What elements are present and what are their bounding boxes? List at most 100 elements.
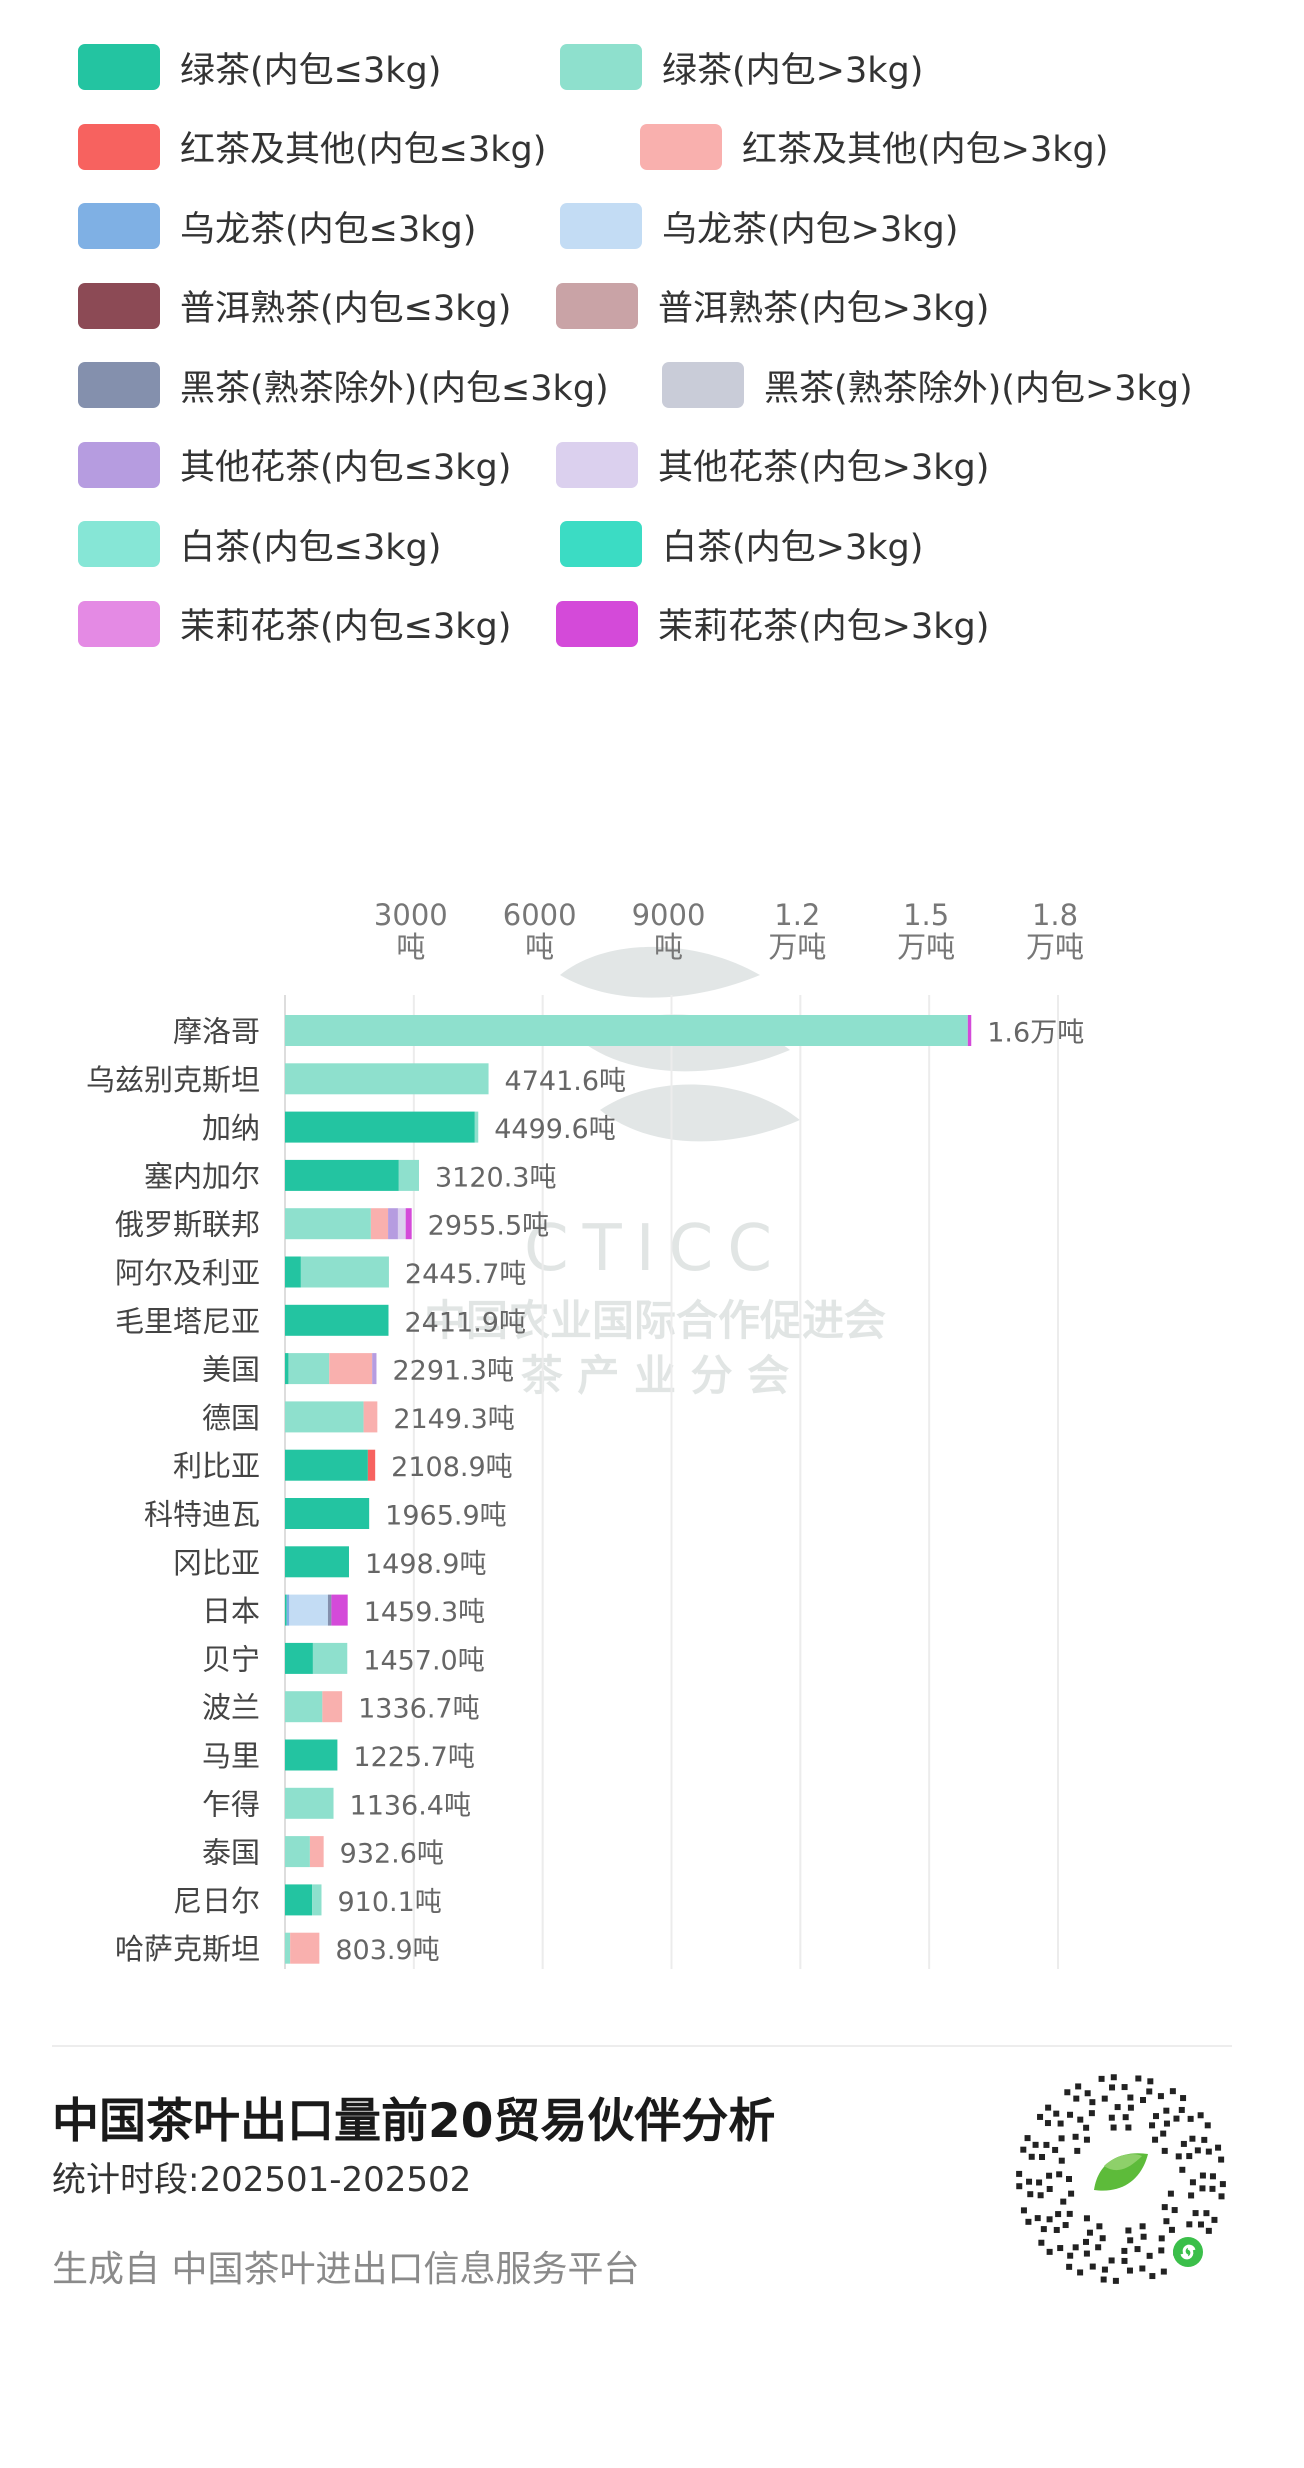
legend-item[interactable]: 黑茶(熟茶除外)(内包≤3kg) <box>78 360 609 410</box>
legend-item[interactable]: 普洱熟茶(内包>3kg) <box>556 281 989 331</box>
qr-module <box>1173 2115 1180 2122</box>
bar-segment[interactable] <box>285 1787 334 1819</box>
bar-segment[interactable] <box>388 1208 398 1240</box>
bar-segment[interactable] <box>285 1063 489 1095</box>
qr-module <box>1112 2277 1119 2284</box>
bar-stack[interactable] <box>285 1594 348 1626</box>
bar-segment[interactable] <box>285 1449 368 1481</box>
bar-segment[interactable] <box>285 1884 313 1916</box>
bar-stack[interactable] <box>285 1498 370 1529</box>
bar-stack[interactable] <box>285 1691 343 1723</box>
bar-stack[interactable] <box>285 1836 324 1868</box>
bar-stack[interactable] <box>285 1787 334 1819</box>
bar-segment[interactable] <box>405 1208 412 1240</box>
bar-segment[interactable] <box>312 1884 322 1916</box>
bar-stack[interactable] <box>285 1256 389 1288</box>
bar-stack[interactable] <box>285 1111 479 1143</box>
legend-item[interactable]: 白茶(内包>3kg) <box>560 519 923 569</box>
bar-segment[interactable] <box>285 1932 291 1964</box>
bar-segment[interactable] <box>285 1546 349 1578</box>
bar-segment[interactable] <box>309 1836 324 1868</box>
bar-segment[interactable] <box>322 1691 343 1723</box>
bar-segment[interactable] <box>312 1642 348 1674</box>
bar-stack[interactable] <box>285 1449 376 1481</box>
qr-module <box>1209 2185 1216 2192</box>
legend-item[interactable]: 绿茶(内包>3kg) <box>560 42 923 92</box>
qr-module <box>1044 2120 1051 2127</box>
legend-item[interactable]: 红茶及其他(内包≤3kg) <box>78 122 546 172</box>
bar-segment[interactable] <box>363 1401 378 1433</box>
bar-segment[interactable] <box>290 1932 320 1964</box>
bar-segment[interactable] <box>285 1642 313 1674</box>
legend-item[interactable]: 其他花茶(内包≤3kg) <box>78 440 511 490</box>
legend-item[interactable]: 乌龙茶(内包>3kg) <box>560 201 958 251</box>
legend-label: 乌龙茶(内包≤3kg) <box>180 209 477 250</box>
bar-segment[interactable] <box>285 1691 323 1723</box>
bar-segment[interactable] <box>285 1594 287 1626</box>
bar-stack[interactable] <box>285 1208 412 1240</box>
legend-item[interactable]: 茉莉花茶(内包>3kg) <box>556 599 989 649</box>
qr-module <box>1163 2218 1170 2225</box>
bar-segment[interactable] <box>289 1594 328 1626</box>
bar-segment[interactable] <box>285 1836 310 1868</box>
bar-segment[interactable] <box>285 1498 370 1529</box>
legend-item[interactable]: 茉莉花茶(内包≤3kg) <box>78 599 511 649</box>
category-label: 利比亚 <box>173 1449 260 1483</box>
legend-item[interactable]: 乌龙茶(内包≤3kg) <box>78 201 476 251</box>
bar-segment[interactable] <box>285 1401 364 1433</box>
bar-segment[interactable] <box>372 1353 377 1385</box>
legend-item[interactable]: 普洱熟茶(内包≤3kg) <box>78 281 511 331</box>
bar-segment[interactable] <box>331 1594 348 1626</box>
category-label: 德国 <box>202 1401 260 1435</box>
x-tick-label: 万吨 <box>1026 930 1084 964</box>
legend-item[interactable]: 红茶及其他(内包>3kg) <box>640 122 1108 172</box>
bar-segment[interactable] <box>286 1594 290 1626</box>
bar-segment[interactable] <box>370 1208 389 1240</box>
watermark-branch: 茶 产 业 分 会 <box>521 1351 790 1400</box>
bar-segment[interactable] <box>285 1304 389 1336</box>
legend-item[interactable]: 白茶(内包≤3kg) <box>78 519 441 569</box>
bar-segment[interactable] <box>397 1208 406 1240</box>
qr-module <box>1110 2074 1117 2081</box>
bar-segment[interactable] <box>285 1208 371 1240</box>
qr-module <box>1089 2263 1096 2270</box>
chart-title: 中国茶叶出口量前20贸易伙伴分析 <box>52 2094 776 2149</box>
bar-stack[interactable] <box>285 1015 972 1046</box>
bar-segment[interactable] <box>329 1353 373 1385</box>
legend-item[interactable]: 绿茶(内包≤3kg) <box>78 42 441 92</box>
bar-stack[interactable] <box>285 1884 322 1916</box>
bar-segment[interactable] <box>285 1739 338 1771</box>
legend-swatch <box>560 44 642 90</box>
bar-stack[interactable] <box>285 1353 377 1385</box>
bar-segment[interactable] <box>285 1015 968 1046</box>
bar-stack[interactable] <box>285 1642 348 1674</box>
total-label: 803.9吨 <box>335 1935 439 1966</box>
bar-segment[interactable] <box>474 1111 479 1143</box>
bar-stack[interactable] <box>285 1063 489 1095</box>
bar-segment[interactable] <box>967 1015 972 1046</box>
bar-segment[interactable] <box>285 1159 399 1191</box>
bar-segment[interactable] <box>288 1353 330 1385</box>
bar-stack[interactable] <box>285 1304 389 1336</box>
qr-module <box>1169 2088 1176 2095</box>
mini-program-qr-icon[interactable] <box>1012 2070 1230 2288</box>
qr-module <box>1043 2141 1050 2148</box>
bar-segment[interactable] <box>285 1353 289 1385</box>
bar-stack[interactable] <box>285 1932 320 1964</box>
total-label: 1.6万吨 <box>987 1018 1084 1049</box>
bar-segment[interactable] <box>285 1256 301 1288</box>
bar-segment[interactable] <box>285 1111 475 1143</box>
qr-module <box>1194 2147 1201 2154</box>
bar-segment[interactable] <box>398 1159 419 1191</box>
qr-module <box>1163 2107 1170 2114</box>
bar-segment[interactable] <box>327 1594 332 1626</box>
bar-stack[interactable] <box>285 1739 338 1771</box>
legend-item[interactable]: 其他花茶(内包>3kg) <box>556 440 989 490</box>
bar-stack[interactable] <box>285 1159 419 1191</box>
x-tick-label: 吨 <box>396 930 425 964</box>
bar-segment[interactable] <box>300 1256 389 1288</box>
bar-stack[interactable] <box>285 1546 349 1578</box>
legend-item[interactable]: 黑茶(熟茶除外)(内包>3kg) <box>662 360 1193 410</box>
bar-segment[interactable] <box>367 1449 376 1481</box>
bar-stack[interactable] <box>285 1401 378 1433</box>
